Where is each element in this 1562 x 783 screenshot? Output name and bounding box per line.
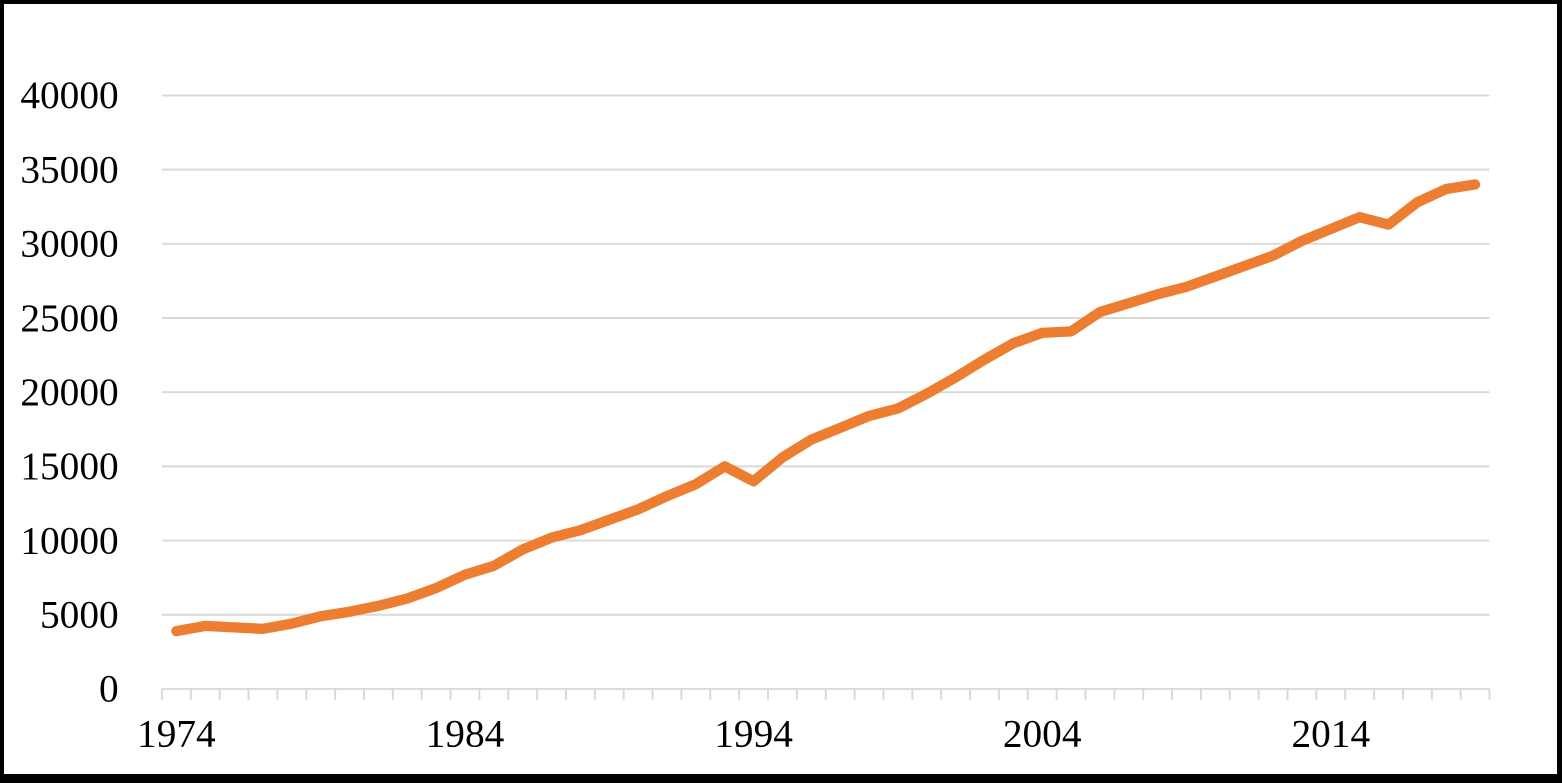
- y-axis-tick-label: 0: [99, 667, 119, 711]
- x-axis-tick-label: 1994: [714, 711, 793, 755]
- y-axis-tick-label: 35000: [20, 147, 118, 191]
- x-axis-tick-label: 1984: [426, 711, 505, 755]
- data-series-line: [171, 179, 1481, 637]
- x-axis-tick-label: 2014: [1291, 711, 1370, 755]
- y-axis-tick-label: 25000: [20, 296, 118, 340]
- y-axis-tick-label: 15000: [20, 444, 118, 488]
- y-axis-tick-label: 10000: [20, 518, 118, 562]
- y-axis-tick-label: 40000: [20, 73, 118, 117]
- y-axis-tick-label: 30000: [20, 222, 118, 266]
- x-axis-tick-label: 1974: [137, 711, 216, 755]
- y-axis-tick-label: 5000: [40, 593, 119, 637]
- x-axis-tick-label: 2004: [1003, 711, 1082, 755]
- y-axis-tick-label: 20000: [20, 370, 118, 414]
- chart-canvas: 0 5000 10000 15000 20000 25000 30000 35000 40000…: [20, 73, 1491, 755]
